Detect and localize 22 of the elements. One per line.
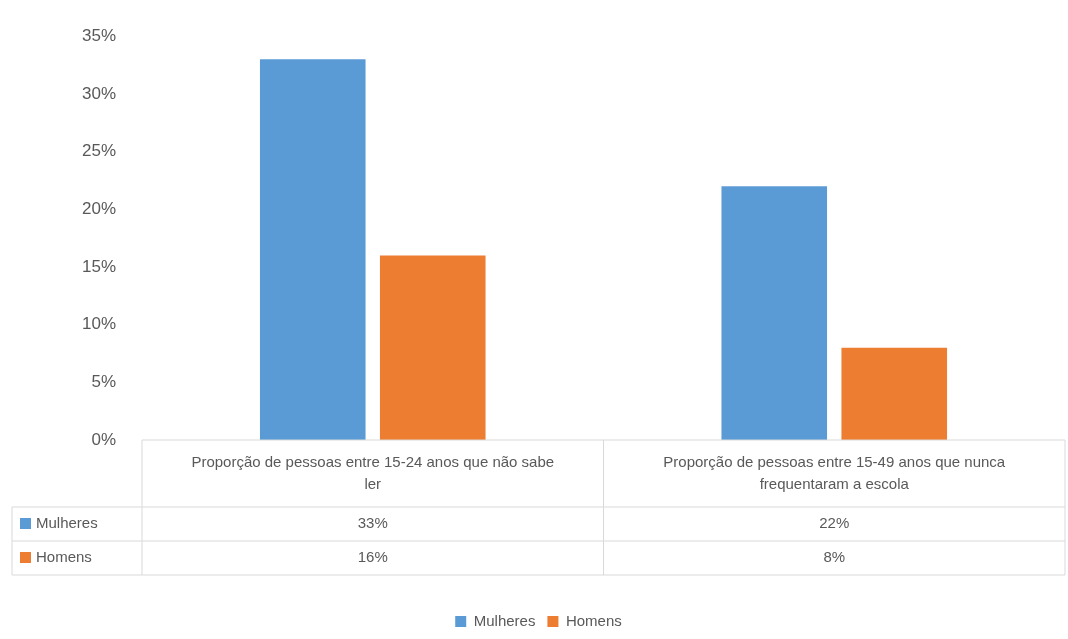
bar [379,255,486,440]
data-label: 8% [823,548,846,566]
bar [841,347,948,440]
bar [259,59,366,440]
text: Homens [36,548,92,566]
legend-label: Mulheres [473,611,536,629]
data-label: 16% [357,548,388,566]
y-tick-label: 15% [81,256,116,276]
y-tick-label: 30% [81,83,116,103]
y-tick-label: 5% [91,372,116,391]
y-tick-label: 0% [91,429,116,449]
y-tick-label: 10% [81,314,116,334]
y-tick-label: 20% [81,198,116,218]
x-tick-label: Proporção de pessoas entre 15-49 anos que nunca frequentaram a escola [663,452,1006,492]
data-label: 22% [819,514,850,532]
text: Mulheres [36,514,98,532]
y-tick-label: 25% [81,141,116,161]
x-tick-label: Proporção de pessoas entre 15-24 anos que não sabe ler [191,452,555,492]
data-label: 33% [357,514,388,532]
bar [721,186,828,440]
legend-label: Homens [565,611,622,629]
y-tick-label: 35% [81,25,116,45]
